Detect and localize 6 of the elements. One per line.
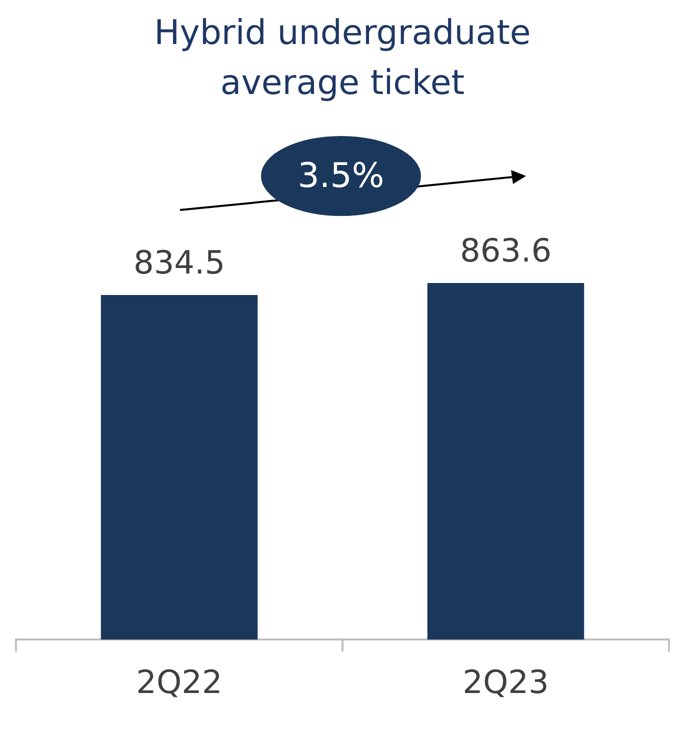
chart-title: Hybrid undergraduate average ticket	[153, 12, 532, 105]
data-label: 863.6	[460, 231, 552, 270]
x-tick-label: 2Q22	[136, 663, 222, 702]
data-label: 834.5	[133, 243, 226, 282]
x-tick-label: 2Q23	[462, 663, 549, 702]
ellipse-badge: 3.5%	[261, 136, 421, 216]
